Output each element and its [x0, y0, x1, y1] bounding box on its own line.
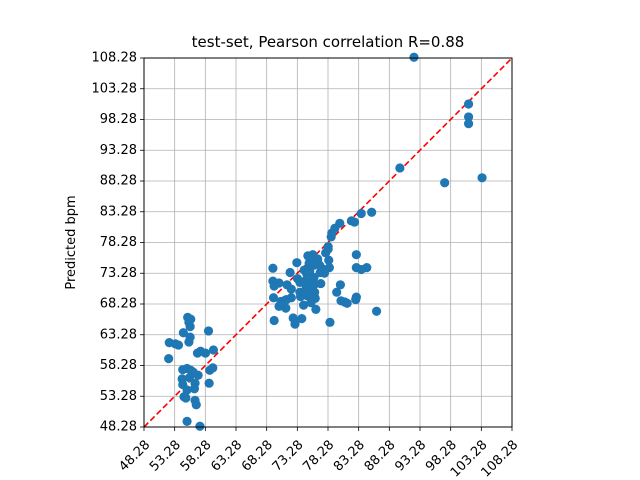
y-tick-label: 98.28 — [100, 112, 137, 127]
x-tick-label: 83.28 — [331, 438, 368, 475]
data-point — [367, 207, 377, 217]
x-tick-label: 53.28 — [147, 438, 184, 475]
data-point — [193, 370, 203, 380]
data-point — [463, 99, 474, 109]
data-point — [356, 208, 366, 219]
data-point — [190, 395, 200, 406]
data-point — [290, 319, 300, 329]
data-point — [335, 218, 345, 228]
x-tick-label: 48.28 — [116, 438, 153, 475]
data-point — [395, 163, 405, 173]
data-point — [285, 267, 295, 278]
data-point — [477, 173, 487, 183]
data-point — [190, 378, 200, 388]
data-point — [173, 340, 184, 350]
data-point — [371, 306, 382, 316]
x-tick-label: 93.28 — [392, 438, 429, 475]
chart-title: test-set, Pearson correlation R=0.88 — [192, 33, 465, 51]
y-axis-label: Predicted bpm — [64, 195, 79, 289]
data-point — [208, 363, 218, 373]
data-point — [164, 354, 174, 364]
data-points — [164, 52, 487, 431]
data-point — [200, 348, 211, 358]
x-axis: 48.2853.2858.2863.2868.2873.2878.2883.28… — [116, 427, 521, 480]
reference-line — [143, 57, 513, 428]
y-tick-label: 108.28 — [92, 51, 138, 66]
data-point — [332, 287, 342, 297]
x-tick-label: 73.28 — [270, 438, 307, 475]
data-point — [292, 258, 302, 268]
data-point — [195, 421, 205, 431]
data-point — [351, 250, 361, 260]
data-point — [181, 393, 191, 403]
y-tick-label: 103.28 — [92, 81, 138, 96]
data-point — [286, 284, 296, 294]
data-point — [409, 52, 419, 62]
y-tick-label: 83.28 — [100, 204, 137, 219]
data-point — [440, 178, 450, 188]
y-tick-label: 73.28 — [100, 266, 137, 281]
y-tick-label: 78.28 — [100, 235, 137, 250]
data-point — [281, 303, 291, 313]
data-point — [204, 378, 214, 388]
data-point — [182, 416, 192, 426]
data-point — [184, 337, 194, 347]
data-point — [463, 112, 474, 122]
y-tick-label: 48.28 — [100, 420, 137, 435]
data-point — [349, 217, 360, 227]
data-point — [268, 263, 278, 273]
data-point — [311, 304, 321, 315]
data-point — [274, 278, 284, 288]
y-tick-label: 63.28 — [100, 327, 137, 342]
y-tick-label: 93.28 — [100, 143, 137, 158]
x-tick-label: 78.28 — [300, 438, 337, 475]
data-point — [178, 328, 188, 338]
data-point — [324, 255, 334, 265]
data-point — [351, 294, 361, 305]
reference-line-group — [143, 57, 513, 428]
data-point — [208, 345, 219, 355]
data-point — [310, 293, 320, 303]
data-point — [286, 293, 296, 303]
data-point — [309, 272, 319, 283]
data-point — [463, 119, 474, 129]
data-point — [316, 278, 326, 289]
data-point — [268, 293, 279, 303]
data-point — [297, 314, 307, 324]
x-tick-label: 88.28 — [362, 438, 399, 475]
data-point — [335, 280, 345, 290]
y-axis: 48.28 53.28 58.28 63.28 68.28 73.28 78.28 83.28… — [92, 51, 144, 435]
x-tick-label: 58.28 — [178, 438, 215, 475]
data-point — [302, 291, 312, 301]
data-point — [323, 244, 333, 254]
x-tick-label: 63.28 — [208, 438, 245, 475]
data-point — [269, 315, 279, 326]
data-point — [362, 262, 372, 273]
data-point — [342, 298, 352, 308]
data-point — [203, 326, 214, 336]
data-point — [324, 262, 334, 273]
y-tick-label: 58.28 — [100, 358, 137, 373]
y-tick-label: 53.28 — [100, 389, 137, 404]
data-point — [184, 317, 194, 327]
y-tick-label: 88.28 — [100, 174, 137, 189]
y-tick-label: 68.28 — [100, 297, 137, 312]
data-point — [298, 300, 309, 310]
data-point — [182, 385, 192, 395]
data-point — [325, 317, 335, 327]
x-tick-label: 68.28 — [239, 438, 276, 475]
